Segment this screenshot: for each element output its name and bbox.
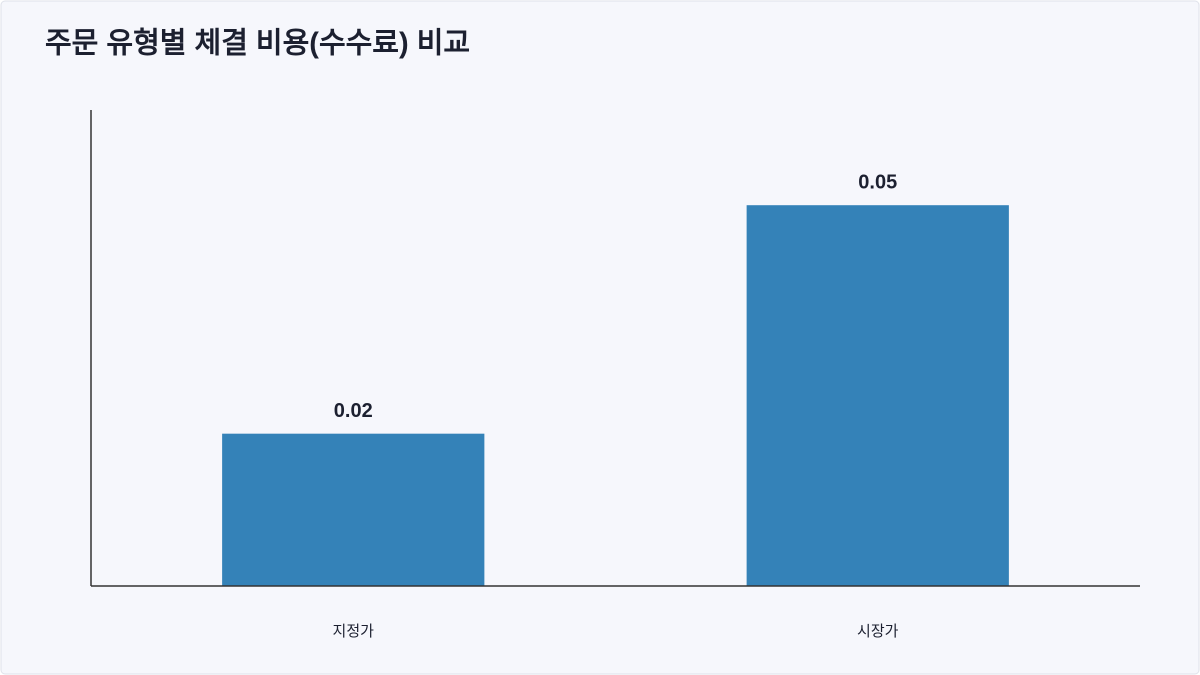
x-tick-label: 시장가 [857,623,899,640]
value-label: 0.05 [858,171,897,193]
bar [746,205,1009,586]
value-label: 0.02 [334,400,373,422]
bar [222,433,485,586]
chart-title: 주문 유형별 체결 비용(수수료) 비교 [45,27,470,60]
x-tick-label: 지정가 [333,623,375,640]
